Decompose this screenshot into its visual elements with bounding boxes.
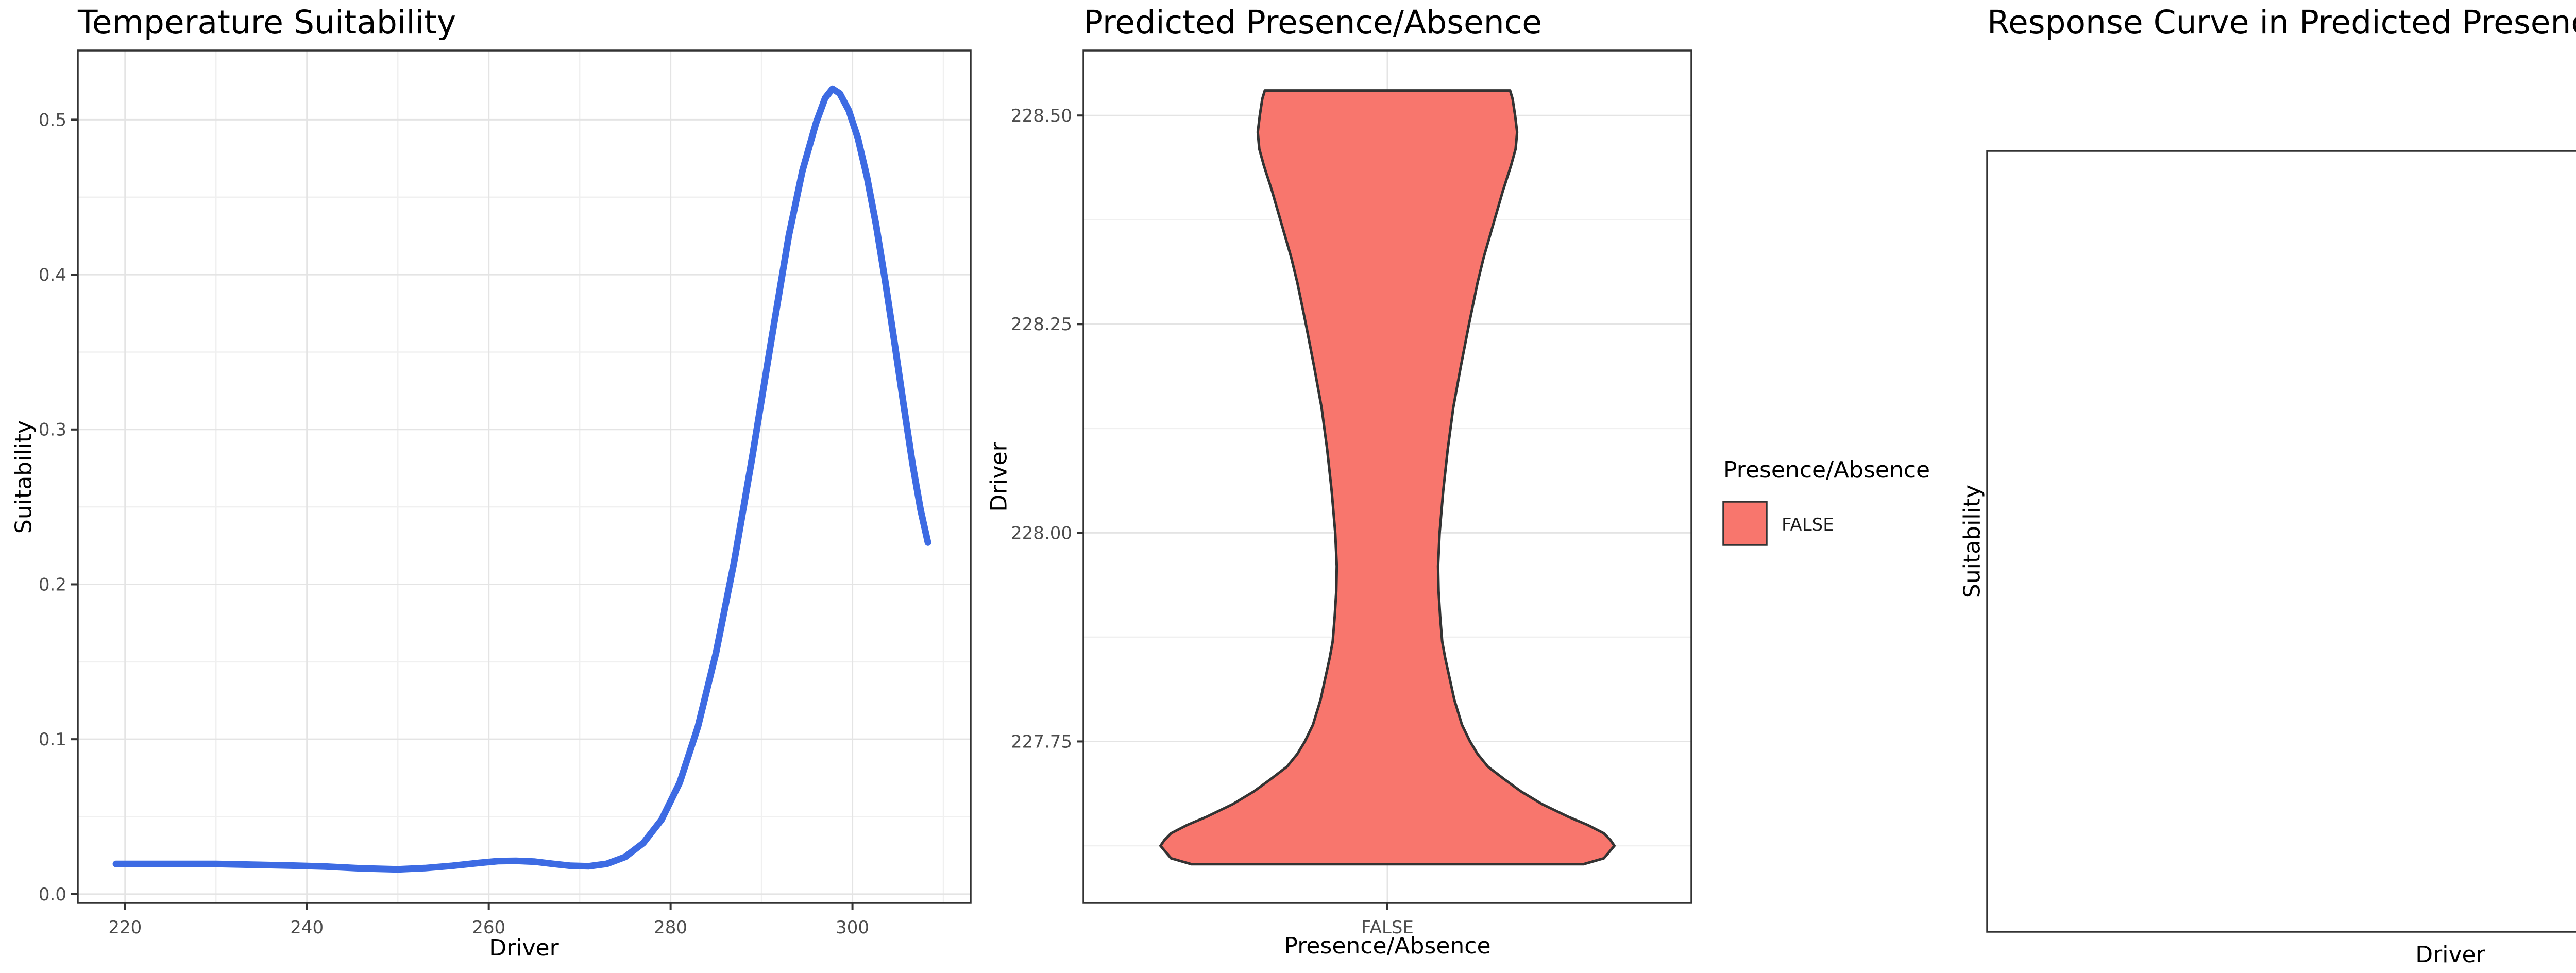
panel-temperature-suitability: Temperature Suitability 0.00.10.20.30.40… bbox=[10, 4, 972, 961]
panel2-y-axis-title: Driver bbox=[986, 441, 1012, 511]
x-tick-label: 220 bbox=[108, 917, 142, 938]
panel3-title: Response Curve in Predicted Presence Are… bbox=[1987, 4, 2576, 41]
panel2-title: Predicted Presence/Absence bbox=[1083, 4, 1542, 41]
y-tick-label: 0.2 bbox=[39, 574, 66, 595]
violin-shape bbox=[1159, 89, 1616, 866]
x-tick-label: FALSE bbox=[1361, 917, 1414, 938]
panel1-y-axis-title: Suitability bbox=[10, 420, 37, 534]
legend-key-swatch bbox=[1722, 501, 1768, 546]
panel1-gridlines bbox=[78, 50, 971, 903]
panel3-x-axis-title: Driver bbox=[2415, 942, 2485, 968]
x-tick-label: 260 bbox=[472, 917, 505, 938]
panel1-axis-ticks: 0.0 0.1 0.2 0.3 0.4 0.5 220 240 260 280 300 bbox=[39, 110, 869, 938]
x-tick-label: 240 bbox=[290, 917, 324, 938]
panel1-title: Temperature Suitability bbox=[77, 4, 456, 41]
y-tick-label: 0.0 bbox=[39, 884, 66, 905]
y-tick-label: 228.25 bbox=[1011, 314, 1072, 335]
panel2-violin bbox=[1159, 89, 1616, 866]
y-tick-label: 0.1 bbox=[39, 729, 66, 750]
panel1-line-series bbox=[112, 85, 931, 873]
panel1-x-axis-title: Driver bbox=[489, 935, 559, 961]
y-tick-label: 0.4 bbox=[39, 265, 66, 285]
suitability-curve bbox=[112, 85, 931, 873]
panel3-y-axis-title: Suitability bbox=[1959, 485, 1985, 598]
x-tick-label: 300 bbox=[836, 917, 869, 938]
y-tick-label: 0.3 bbox=[39, 420, 66, 440]
legend-presence-absence: Presence/Absence FALSE bbox=[1722, 457, 1930, 546]
y-tick-label: 228.00 bbox=[1011, 523, 1072, 543]
y-tick-label: 0.5 bbox=[39, 110, 66, 130]
panel2-x-axis-title: Presence/Absence bbox=[1284, 933, 1490, 959]
y-tick-label: 227.75 bbox=[1011, 731, 1072, 752]
panel3-border bbox=[1986, 150, 2576, 933]
y-tick-label: 228.50 bbox=[1011, 106, 1072, 126]
panel1-border bbox=[77, 49, 972, 904]
panel-predicted-presence-absence: Predicted Presence/Absence 227.75228.002… bbox=[986, 4, 1692, 959]
x-tick-label: 280 bbox=[654, 917, 687, 938]
panel-response-curve: Response Curve in Predicted Presence Are… bbox=[1959, 4, 2576, 968]
legend-title: Presence/Absence bbox=[1723, 457, 1930, 483]
legend-key-label: FALSE bbox=[1782, 515, 1834, 535]
panel2-axis-ticks: 227.75 228.00 228.25 228.50 FALSE bbox=[1011, 106, 1414, 938]
